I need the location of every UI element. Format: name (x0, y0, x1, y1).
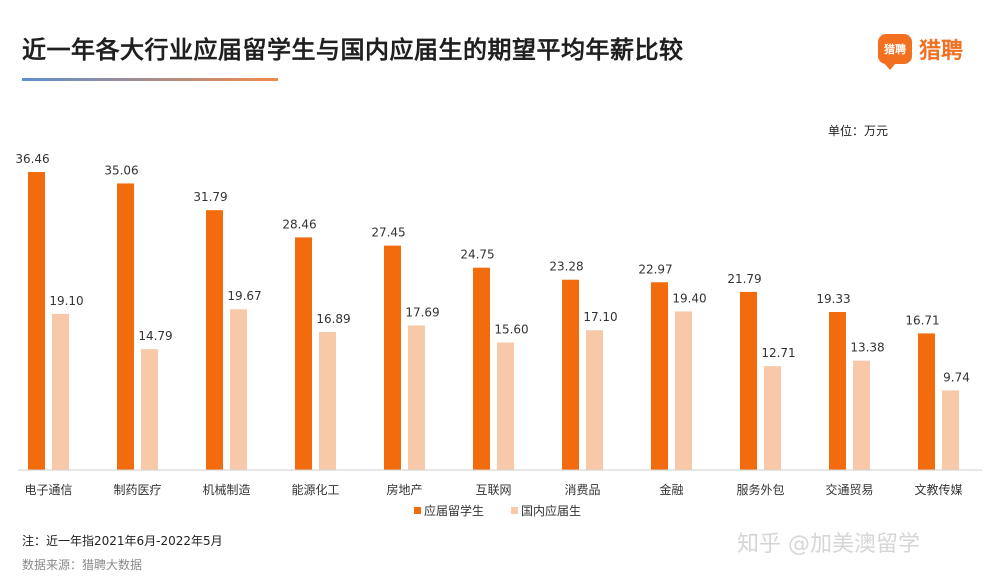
x-tick-label-10: 文教传媒 (914, 482, 962, 497)
bar-domestic-10 (942, 390, 959, 470)
bar-domestic-2 (230, 309, 247, 470)
x-tick-label-2: 机械制造 (202, 482, 250, 497)
value-label-overseas-7: 22.97 (638, 262, 672, 276)
value-label-domestic-2: 19.67 (227, 289, 261, 303)
liepin-logo: 猎聘 猎聘 (878, 33, 964, 70)
unit-label: 单位：万元 (828, 124, 889, 138)
bar-domestic-9 (853, 360, 870, 470)
chart-title: 近一年各大行业应届留学生与国内应届生的期望平均年薪比较 (22, 36, 684, 64)
data-source: 数据来源：猎聘大数据 (22, 558, 143, 572)
bar-overseas-8 (740, 291, 757, 470)
bar-overseas-3 (295, 237, 312, 470)
value-label-overseas-5: 24.75 (460, 248, 494, 262)
value-label-domestic-4: 17.69 (405, 305, 439, 319)
bar-domestic-0 (52, 313, 69, 470)
legend: 应届留学生 国内应届生 (414, 503, 581, 518)
value-label-overseas-3: 28.46 (282, 217, 316, 231)
bar-overseas-10 (918, 333, 935, 470)
x-tick-label-0: 电子通信 (24, 483, 72, 497)
legend-label-domestic: 国内应届生 (521, 503, 581, 518)
bar-overseas-0 (28, 172, 45, 470)
bar-overseas-6 (562, 279, 579, 470)
x-tick-label-6: 消费品 (564, 483, 600, 497)
bar-domestic-8 (764, 366, 781, 470)
x-tick-label-9: 交通贸易 (825, 482, 873, 497)
zhihu-watermark: 知乎 @加美澳留学 (737, 532, 920, 557)
bar-overseas-9 (829, 312, 846, 470)
value-label-domestic-7: 19.40 (672, 291, 706, 305)
value-labels-group: 36.46 19.10 35.06 14.79 31.79 19.67 28.46 16.89… (15, 152, 970, 384)
bar-domestic-6 (586, 330, 603, 470)
bars-group (28, 172, 959, 470)
x-tick-labels-group: 电子通信 制药医疗 机械制造 能源化工 房地产 互联网 消费品 金融 服务外包 交通贸易 文教传媒 (24, 482, 962, 497)
legend-swatch-domestic (511, 507, 518, 514)
x-tick-label-1: 制药医疗 (113, 483, 161, 497)
bar-overseas-4 (384, 245, 401, 470)
value-label-domestic-9: 13.38 (850, 341, 884, 355)
value-label-overseas-2: 31.79 (193, 190, 227, 204)
x-tick-label-7: 金融 (659, 482, 683, 497)
bar-domestic-3 (319, 331, 336, 470)
value-label-overseas-9: 19.33 (816, 292, 850, 306)
x-tick-label-4: 房地产 (386, 482, 422, 497)
value-label-overseas-4: 27.45 (371, 226, 405, 240)
footnote: 注：近一年指2021年6月-2022年5月 (22, 534, 223, 548)
value-label-domestic-0: 19.10 (49, 294, 83, 308)
bar-overseas-5 (473, 267, 490, 470)
bar-overseas-2 (206, 210, 223, 470)
logo-text: 猎聘 (919, 39, 964, 64)
bar-overseas-1 (117, 183, 134, 470)
value-label-overseas-10: 16.71 (905, 313, 939, 327)
bar-domestic-1 (141, 349, 158, 470)
value-label-domestic-1: 14.79 (138, 329, 172, 343)
title-underline (22, 78, 278, 81)
x-tick-label-5: 互联网 (475, 483, 511, 497)
value-label-overseas-6: 23.28 (549, 260, 583, 274)
value-label-domestic-10: 9.74 (943, 370, 970, 384)
legend-swatch-overseas (414, 507, 421, 514)
bar-domestic-5 (497, 342, 514, 470)
speech-bubble-logo-icon: 猎聘 (878, 34, 912, 70)
legend-label-overseas: 应届留学生 (424, 503, 484, 518)
value-label-domestic-5: 15.60 (494, 322, 528, 336)
value-label-domestic-3: 16.89 (316, 312, 350, 326)
x-tick-label-8: 服务外包 (736, 482, 784, 497)
bar-domestic-7 (675, 311, 692, 470)
value-label-domestic-8: 12.71 (761, 346, 795, 360)
x-tick-label-3: 能源化工 (291, 483, 339, 497)
value-label-overseas-1: 35.06 (104, 163, 138, 177)
value-label-domestic-6: 17.10 (583, 310, 617, 324)
bar-domestic-4 (408, 325, 425, 470)
value-label-overseas-0: 36.46 (15, 152, 49, 166)
value-label-overseas-8: 21.79 (727, 272, 761, 286)
bar-overseas-7 (651, 282, 668, 470)
